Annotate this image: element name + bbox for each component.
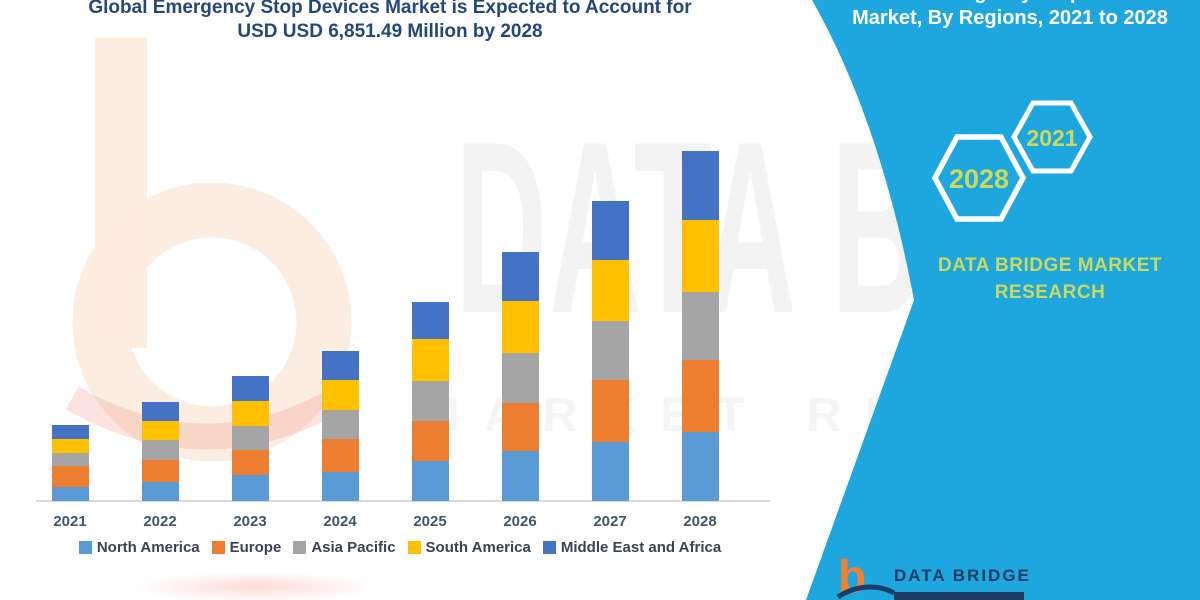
x-tick-label: 2023 xyxy=(233,513,267,530)
stacked-bar-2028 xyxy=(681,151,719,501)
bar-segment xyxy=(231,426,269,450)
bar-segment xyxy=(231,475,269,501)
panel-heading-line2: Market, By Regions, 2021 to 2028 xyxy=(852,7,1168,29)
bar-segment xyxy=(681,432,719,501)
bar-segment xyxy=(321,351,359,380)
legend-item: Europe xyxy=(211,539,282,556)
x-tick-label: 2021 xyxy=(53,513,87,530)
legend-item: Asia Pacific xyxy=(293,539,396,556)
bar-segment xyxy=(681,292,719,360)
bar-segment xyxy=(411,302,449,339)
x-tick-label: 2027 xyxy=(593,513,627,530)
bar-segment xyxy=(231,450,269,475)
bar-segment xyxy=(141,402,179,421)
footer-logo: b DATA BRIDGE xyxy=(832,556,1192,600)
bar-segment xyxy=(411,339,449,381)
panel-brand-text: DATA BRIDGE MARKET RESEARCH xyxy=(930,252,1170,306)
legend-swatch-icon xyxy=(542,541,556,554)
bar-segment xyxy=(321,380,359,410)
stacked-bar-2024 xyxy=(321,351,359,501)
legend-swatch-icon xyxy=(78,541,92,554)
bar-segment xyxy=(591,321,629,380)
bar-segment xyxy=(501,403,539,451)
legend-item: North America xyxy=(78,539,200,556)
bar-segment xyxy=(501,353,539,403)
bar-segment xyxy=(591,260,629,321)
legend-label: South America xyxy=(425,539,531,556)
legend-item: South America xyxy=(407,539,531,556)
x-tick-label: 2026 xyxy=(503,513,537,530)
legend-item: Middle East and Africa xyxy=(542,539,722,556)
stacked-bar-2025 xyxy=(411,302,449,501)
bar-segment xyxy=(51,453,89,466)
bar-segment xyxy=(501,252,539,301)
bar-segment xyxy=(591,442,629,501)
bar-segment xyxy=(231,401,269,426)
x-tick-label: 2025 xyxy=(413,513,447,530)
legend-label: North America xyxy=(96,539,200,556)
x-tick-label: 2024 xyxy=(323,513,357,530)
stacked-bar-2023 xyxy=(231,376,269,501)
bar-segment xyxy=(51,439,89,453)
legend-swatch-icon xyxy=(211,541,225,554)
chart-title: Global Emergency Stop Devices Market is … xyxy=(0,0,780,44)
bar-segment xyxy=(141,440,179,460)
watermark-logo-b xyxy=(65,38,357,462)
legend-swatch-icon xyxy=(407,541,421,554)
footer-logo-band xyxy=(894,592,1024,600)
panel-brand-line2: RESEARCH xyxy=(994,282,1106,303)
bar-segment xyxy=(141,482,179,501)
legend-swatch-icon xyxy=(293,541,307,554)
legend-label: Europe xyxy=(229,539,282,556)
bar-segment xyxy=(141,460,179,482)
bar-segment xyxy=(411,381,449,421)
bar-segment xyxy=(321,472,359,501)
bar-segment xyxy=(681,360,719,432)
bar-segment xyxy=(231,376,269,401)
stacked-bar-2022 xyxy=(141,402,179,501)
panel-brand-line1: DATA BRIDGE MARKET xyxy=(938,255,1162,276)
bar-segment xyxy=(141,421,179,440)
bar-segment xyxy=(51,466,89,487)
x-axis-line xyxy=(36,500,770,502)
watermark-swoosh xyxy=(65,380,357,450)
bar-segment xyxy=(591,380,629,442)
legend-label: Asia Pacific xyxy=(311,539,396,556)
stacked-bar-2027 xyxy=(591,201,629,501)
bar-segment xyxy=(321,439,359,472)
chart-legend: North America Europe Asia Pacific South Ame… xyxy=(30,539,770,556)
panel-heading: Global Emergency Stop Devices Market, By… xyxy=(820,0,1200,31)
bar-segment xyxy=(501,301,539,353)
bar-segment xyxy=(411,421,449,461)
bar-segment xyxy=(411,461,449,501)
watermark-b-bowl xyxy=(72,182,352,462)
chart-title-line1: Global Emergency Stop Devices Market is … xyxy=(88,0,692,18)
stacked-bar-2021 xyxy=(51,425,89,501)
bar-segment xyxy=(681,220,719,292)
bar-segment xyxy=(681,151,719,220)
watermark-pink-smudge xyxy=(135,572,375,600)
x-tick-label: 2022 xyxy=(143,513,177,530)
bar-segment xyxy=(501,451,539,501)
stacked-bar-2026 xyxy=(501,252,539,501)
chart-title-line2: USD USD 6,851.49 Million by 2028 xyxy=(237,21,543,42)
legend-label: Middle East and Africa xyxy=(560,539,722,556)
footer-logo-mark: b xyxy=(836,556,896,600)
bar-segment xyxy=(51,487,89,501)
bar-segment xyxy=(51,425,89,439)
bar-segment xyxy=(321,410,359,439)
footer-logo-swoosh-icon xyxy=(836,584,896,600)
bar-segment xyxy=(591,201,629,260)
x-tick-label: 2028 xyxy=(683,513,717,530)
footer-logo-text: DATA BRIDGE xyxy=(894,566,1031,585)
panel-heading-line1: Global Emergency Stop Devices xyxy=(820,0,1200,6)
